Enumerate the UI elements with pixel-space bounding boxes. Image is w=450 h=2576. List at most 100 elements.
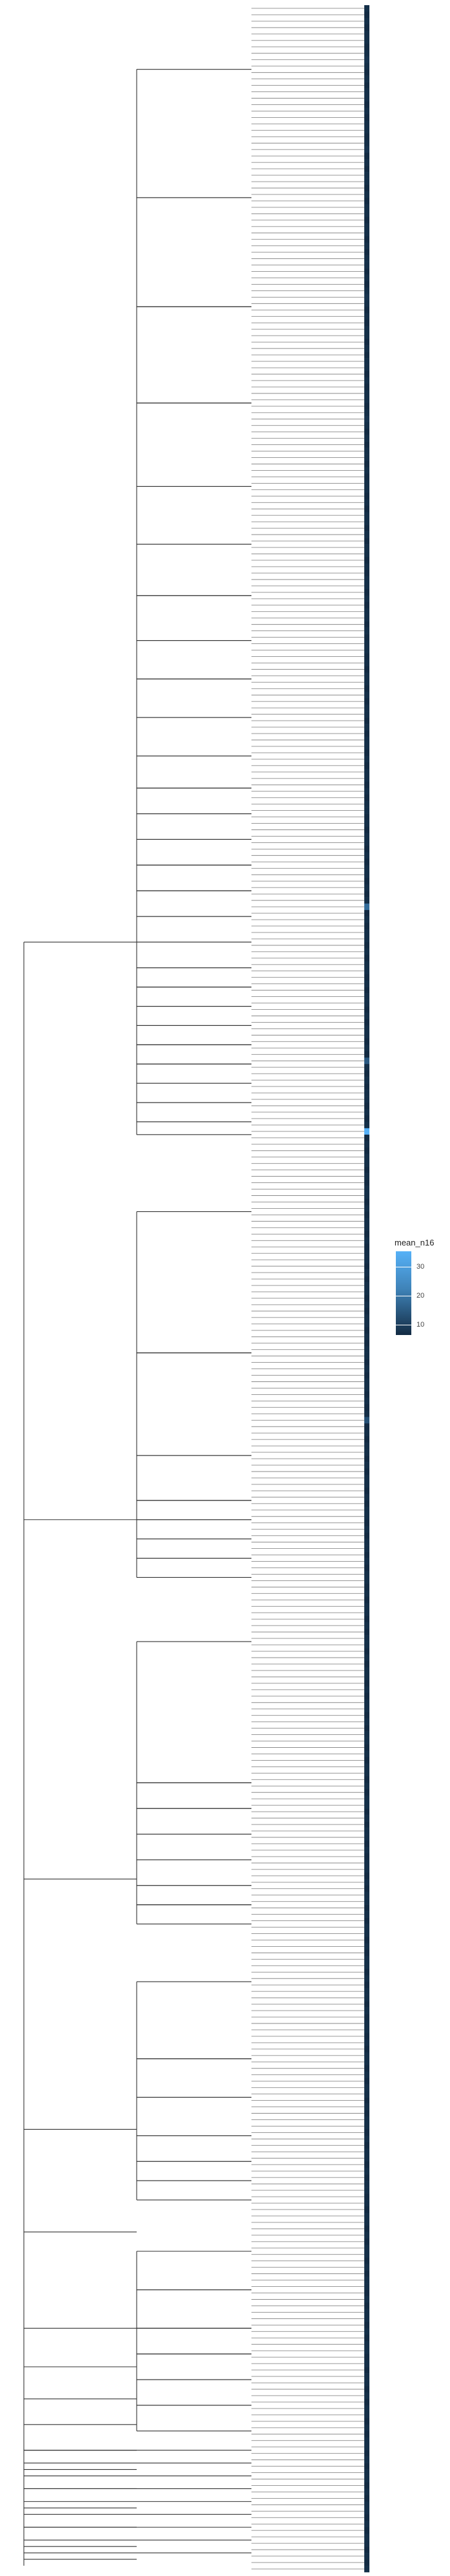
heatmap-tile (364, 242, 369, 249)
heatmap-tile (364, 2367, 369, 2374)
heatmap-tile (364, 2380, 369, 2387)
heatmap-tile (364, 1038, 369, 1045)
legend-title: mean_n16 (395, 1238, 435, 1247)
heatmap-tile (364, 166, 369, 173)
heatmap-tile (364, 332, 369, 339)
heatmap-tile (364, 1327, 369, 1334)
heatmap-tile (364, 1930, 369, 1937)
heatmap-tile (364, 1622, 369, 1629)
heatmap-tile (364, 1513, 369, 1520)
heatmap-tile (364, 197, 369, 205)
legend-tick-label: 20 (416, 1292, 425, 1300)
heatmap-tile (364, 1654, 369, 1662)
heatmap-tile (364, 1705, 369, 1712)
heatmap-tile (364, 2533, 369, 2541)
heatmap-tile (364, 1186, 369, 1193)
heatmap-tile (364, 781, 369, 789)
heatmap-tile (364, 1750, 369, 1757)
heatmap-tile (364, 1192, 369, 1199)
heatmap-tile (364, 1019, 369, 1026)
heatmap-tile (364, 11, 369, 19)
heatmap-tile (364, 884, 369, 891)
heatmap-tile (364, 1911, 369, 1918)
heatmap-tile (364, 2231, 369, 2239)
heatmap-tile (364, 1173, 369, 1180)
heatmap-tile (364, 737, 369, 744)
heatmap-tile (364, 897, 369, 904)
heatmap-tile (364, 300, 369, 307)
heatmap-tile (364, 1244, 369, 1251)
heatmap-tile (364, 204, 369, 211)
heatmap-tile (364, 794, 369, 801)
heatmap-tile (364, 1263, 369, 1270)
heatmap-tile (364, 2508, 369, 2515)
heatmap-tile (364, 448, 369, 455)
heatmap-tile (364, 480, 369, 487)
heatmap-tile (364, 62, 369, 70)
heatmap-tile (364, 935, 369, 943)
heatmap-tile (364, 1108, 369, 1116)
heatmap-tile (364, 1012, 369, 1019)
heatmap-tile (364, 954, 369, 962)
heatmap-tile (364, 1815, 369, 1822)
heatmap-tile (364, 460, 369, 468)
heatmap-tile (364, 506, 369, 513)
heatmap-tile (364, 313, 369, 320)
heatmap-tile (364, 538, 369, 545)
heatmap-tile (364, 88, 369, 95)
heatmap-tile (364, 2373, 369, 2380)
heatmap-tile (364, 1032, 369, 1039)
heatmap-tile (364, 1949, 369, 1956)
heatmap-tile (364, 2026, 369, 2034)
heatmap-tile (364, 1642, 369, 1649)
heatmap-tile (364, 383, 369, 391)
heatmap-tile (364, 2200, 369, 2207)
heatmap-tile (364, 1680, 369, 1687)
heatmap-tile (364, 634, 369, 641)
heatmap-tile (364, 878, 369, 885)
heatmap-tile (364, 2386, 369, 2393)
heatmap-tile (364, 493, 369, 500)
heatmap-tile (364, 1757, 369, 1764)
heatmap-tile (364, 229, 369, 237)
heatmap-tile (364, 2251, 369, 2259)
heatmap-tile (364, 608, 369, 615)
heatmap-tile (364, 1423, 369, 1430)
heatmap-tile (364, 839, 369, 846)
heatmap-tile (364, 2110, 369, 2117)
heatmap-tile (364, 2187, 369, 2194)
heatmap-tile (364, 159, 369, 166)
heatmap-tile (364, 1526, 369, 1533)
heatmap-tile (364, 339, 369, 346)
heatmap-tile (364, 1160, 369, 1167)
heatmap-tile (364, 1616, 369, 1623)
heatmap-tile (364, 2354, 369, 2361)
heatmap-tile (364, 1346, 369, 1353)
heatmap-tile (364, 2148, 369, 2155)
heatmap-tile (364, 614, 369, 621)
heatmap-tile (364, 2116, 369, 2123)
heatmap-tile (364, 1006, 369, 1013)
heatmap-tile (364, 1917, 369, 1924)
heatmap-tile (364, 2090, 369, 2098)
heatmap-tile (364, 108, 369, 115)
heatmap-tile (364, 2097, 369, 2104)
heatmap-tile (364, 1276, 369, 1283)
heatmap-tile (364, 2527, 369, 2534)
heatmap-tile (364, 1564, 369, 1571)
heatmap-tile (364, 422, 369, 429)
heatmap-tile (364, 2193, 369, 2201)
heatmap-tile (364, 730, 369, 737)
heatmap-tile (364, 1802, 369, 1809)
heatmap-tile (364, 659, 369, 667)
heatmap-tile (364, 216, 369, 224)
heatmap-tile (364, 813, 369, 820)
heatmap-tile (364, 2020, 369, 2027)
heatmap-tile (364, 653, 369, 660)
leaf-lines (251, 8, 365, 2570)
heatmap-tile (364, 679, 369, 686)
heatmap-tile (364, 345, 369, 352)
heatmap-tile (364, 1025, 369, 1032)
heatmap-tile (364, 1436, 369, 1443)
heatmap-tile (364, 1891, 369, 1899)
